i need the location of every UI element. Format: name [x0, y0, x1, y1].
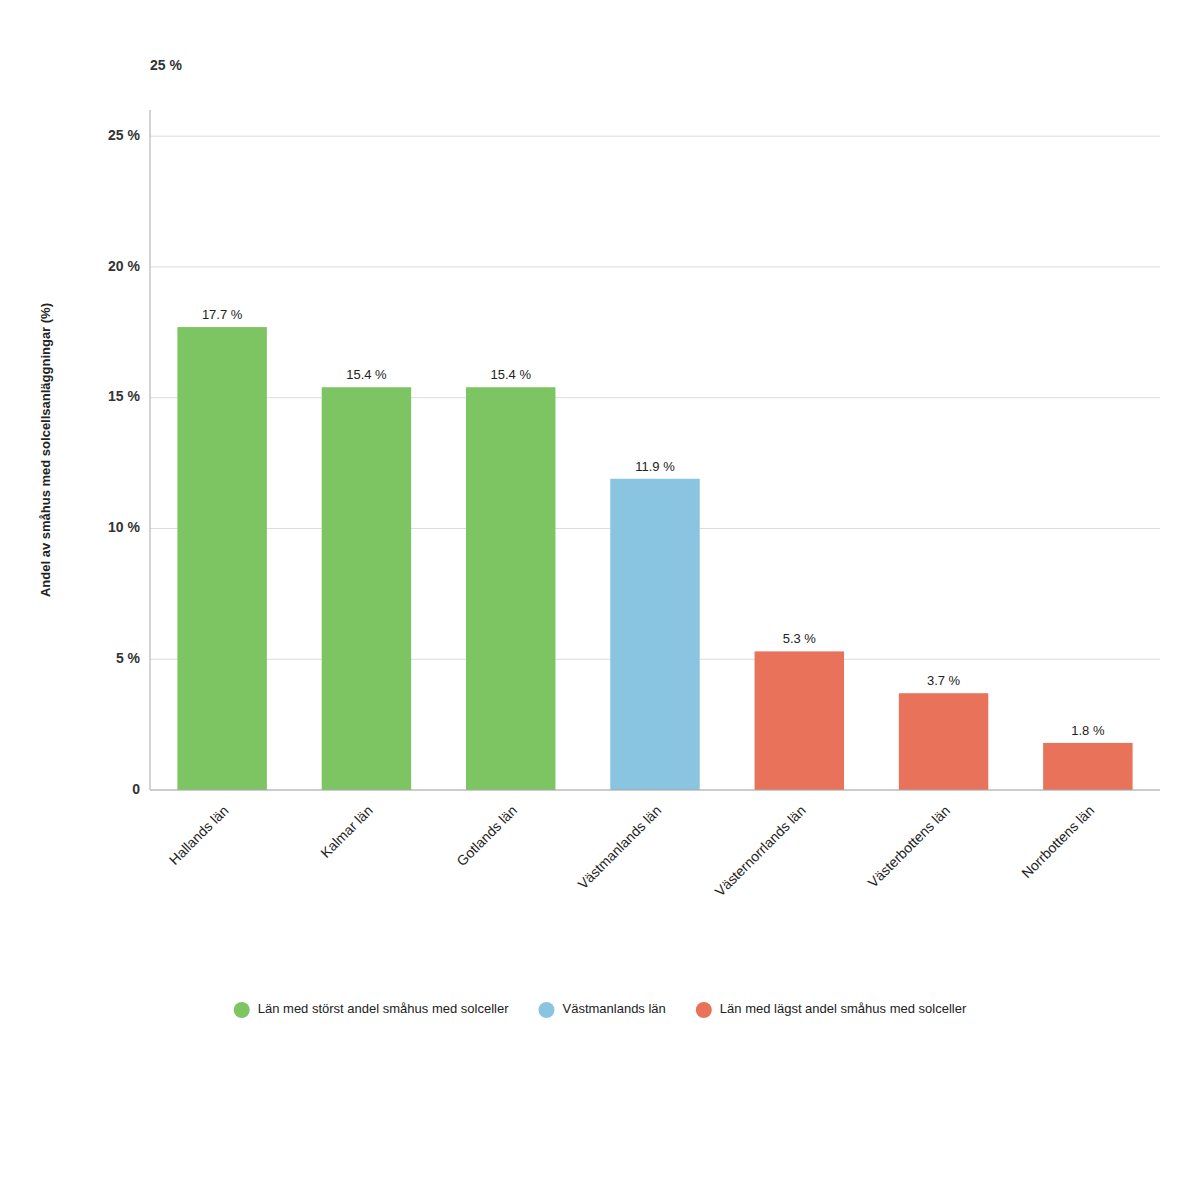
chart: 0 5 % 10 % 15 % 20 % 25 % 17.7 % 15.4 % 15.4 % 11… — [0, 0, 1200, 1200]
legend-item: Län med lägst andel småhus med solceller — [696, 1001, 967, 1018]
y-axis: 0 5 % 10 % 15 % 20 % 25 % — [108, 127, 1160, 797]
data-label: 5.3 % — [783, 631, 817, 646]
data-labels: 17.7 % 15.4 % 15.4 % 11.9 % 5.3 % 3.7 % 1.8 % — [202, 307, 1105, 738]
bar — [466, 387, 555, 790]
bar — [322, 387, 411, 790]
x-tick-label: Västerbottens län — [865, 802, 953, 890]
y-tick-label: 25 % — [108, 127, 140, 143]
legend-swatch — [696, 1002, 712, 1018]
y-tick-label: 20 % — [108, 258, 140, 274]
x-axis-line — [150, 790, 1160, 791]
data-label: 15.4 % — [346, 367, 387, 382]
data-label: 1.8 % — [1071, 723, 1105, 738]
grid-line — [150, 790, 1160, 791]
bars — [177, 327, 1132, 790]
x-tick-label: Hallands län — [166, 802, 232, 868]
x-axis: Hallands län Kalmar län Gotlands län Västma… — [166, 802, 1098, 899]
data-label: 17.7 % — [202, 307, 243, 322]
bar — [610, 479, 699, 790]
y-axis-label: Andel av småhus med solcellsanläggningar… — [38, 303, 53, 597]
grid-line — [150, 136, 1160, 137]
y-axis-line — [150, 110, 151, 790]
bar — [177, 327, 266, 790]
grid-line — [150, 266, 1160, 267]
x-tick-label: Gotlands län — [453, 802, 520, 869]
legend-swatch — [538, 1002, 554, 1018]
legend-label: Län med lägst andel småhus med solceller — [720, 1001, 967, 1016]
data-label: 3.7 % — [927, 673, 961, 688]
legend-item: Västmanlands län — [538, 1001, 665, 1018]
y-tick-label: 5 % — [116, 650, 141, 666]
y-tick-label: 15 % — [108, 388, 140, 404]
bar — [1043, 743, 1132, 790]
legend-label: Län med störst andel småhus med solcelle… — [258, 1001, 509, 1016]
grid-line — [150, 397, 1160, 398]
bar — [755, 651, 844, 790]
x-tick-label: Västmanlands län — [574, 802, 664, 892]
x-tick-label: Kalmar län — [317, 802, 376, 861]
y-tick-label: 10 % — [108, 519, 140, 535]
legend-swatch — [234, 1002, 250, 1018]
data-label: 11.9 % — [635, 459, 675, 474]
legend-label: Västmanlands län — [562, 1001, 665, 1016]
bar — [899, 693, 988, 790]
y-tick-label: 0 — [132, 781, 140, 797]
data-label: 15.4 % — [490, 367, 531, 382]
legend-item: Län med störst andel småhus med solcelle… — [234, 1001, 509, 1018]
legend: Län med störst andel småhus med solcelle… — [234, 1001, 967, 1018]
annotation: 25 % — [150, 57, 182, 73]
x-tick-label: Västernorrlands län — [712, 802, 809, 899]
x-tick-label: Norrbottens län — [1018, 802, 1097, 881]
